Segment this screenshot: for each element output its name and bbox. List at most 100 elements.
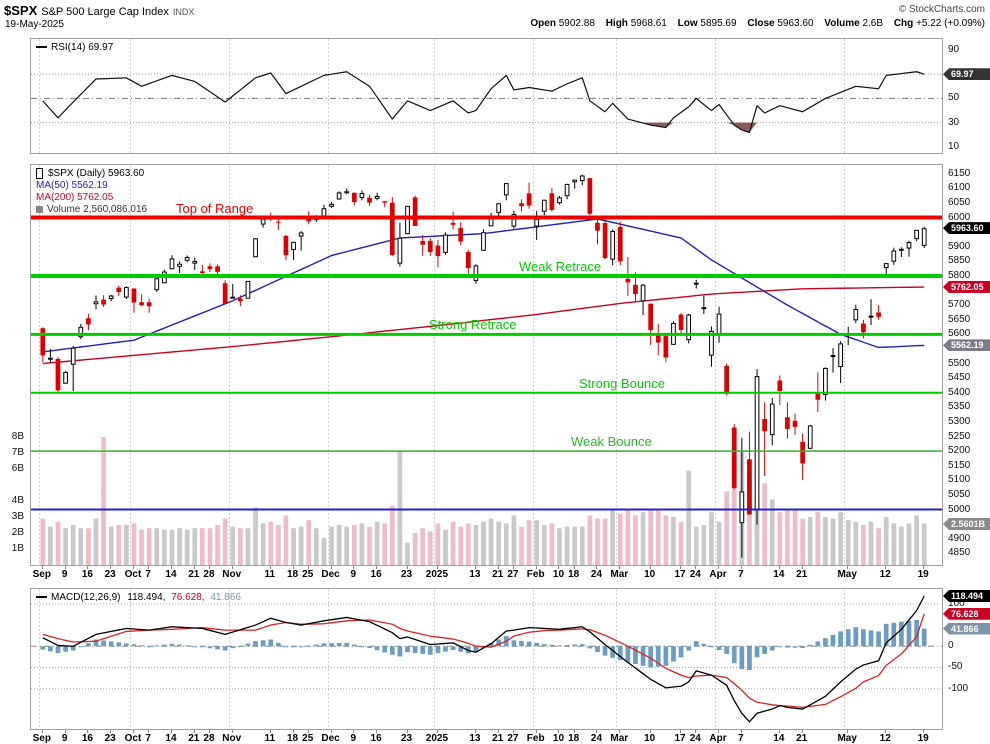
date-axis-label: 21 — [188, 569, 200, 580]
date-tick — [885, 730, 886, 733]
date-tick — [513, 730, 514, 733]
chart-date: 19-May-2025 — [5, 19, 64, 30]
price-axis-label: 5650 — [948, 313, 971, 325]
date-axis-label: 27 — [507, 733, 519, 744]
macd-value-badge: 118.494 — [943, 590, 990, 602]
date-axis-label: Nov — [222, 733, 242, 744]
date-axis-upper: Sep 9 16 23 Oct 7 14 21 28 Nov 11 18 25 Dec 9 16 23 2025 1… — [30, 566, 941, 582]
date-tick — [498, 566, 499, 569]
rsi-legend: RSI(14) 69.97 — [36, 42, 113, 53]
quote-high-value: 5968.61 — [630, 18, 667, 29]
price-annotation-label: Top of Range — [176, 200, 254, 216]
volume-axis: 8B 7B 6B 4B 3B 2B 1B — [2, 165, 27, 565]
quote-high: High 5968.61 — [606, 18, 667, 29]
date-tick — [536, 566, 537, 569]
date-axis-label: Apr — [709, 569, 727, 580]
date-tick — [680, 730, 681, 733]
date-axis-label: 14 — [773, 569, 785, 580]
date-axis-label: May — [837, 569, 857, 580]
date-tick — [331, 566, 332, 569]
macd-signal-value: 76.628, — [171, 592, 205, 603]
quote-close-value: 5963.60 — [777, 18, 814, 29]
date-tick — [650, 566, 651, 569]
date-tick — [171, 566, 172, 569]
price-axis-label: 5300 — [948, 415, 971, 427]
legend-spx-label: $SPX (Daily) 5963.60 — [48, 168, 145, 180]
date-axis-label: Sep — [32, 733, 51, 744]
date-axis-label: 11 — [264, 569, 276, 580]
date-axis-label: 10 — [644, 733, 656, 744]
price-value-badge: 2.5601B — [943, 518, 990, 531]
rsi-axis-label: 90 — [948, 43, 960, 55]
macd-axis-label: -50 — [948, 661, 963, 673]
date-tick — [680, 566, 681, 569]
date-axis-label: Dec — [321, 733, 340, 744]
rsi-axis-label: 10 — [948, 140, 960, 152]
date-axis-label: 10 — [552, 569, 565, 580]
date-axis-label: 24 — [590, 733, 603, 744]
date-tick — [270, 730, 271, 733]
date-tick — [923, 730, 924, 733]
date-tick — [513, 566, 514, 569]
volume-axis-label: 7B — [11, 447, 24, 458]
date-axis-label: 16 — [81, 733, 93, 744]
date-axis-label: 24 — [590, 569, 603, 580]
macd-axis-label: 0 — [948, 640, 954, 652]
legend-ma50-label: MA(50) 5562.19 — [36, 180, 108, 191]
date-axis-label: 9 — [61, 569, 68, 580]
date-axis-label: 24 — [689, 733, 701, 744]
date-axis-label: 27 — [507, 569, 519, 580]
date-tick — [353, 730, 354, 733]
date-tick — [558, 566, 559, 569]
price-annotation-label: Weak Bounce — [571, 434, 652, 450]
date-tick — [308, 566, 309, 569]
date-axis-label: 9 — [350, 733, 357, 744]
price-axis-label: 5150 — [948, 459, 971, 471]
date-axis-label: 23 — [400, 569, 413, 580]
price-axis-label: 5250 — [948, 430, 971, 442]
rsi-axis: 9070503010 — [945, 39, 990, 153]
date-axis-label: Oct — [124, 733, 142, 744]
date-tick — [194, 566, 195, 569]
quote-low: Low 5895.69 — [678, 18, 737, 29]
legend-ma50: MA(50) 5562.19 — [36, 180, 147, 192]
date-tick — [87, 566, 88, 569]
date-tick — [376, 566, 377, 569]
index-name: S&P 500 Large Cap Index — [41, 6, 169, 18]
date-tick — [194, 730, 195, 733]
macd-panel: MACD(12,26,9) 118.494, 76.628, 41.866 10… — [30, 588, 990, 730]
candlestick-icon — [36, 168, 43, 179]
date-tick — [475, 730, 476, 733]
macd-value: 118.494, — [127, 592, 166, 603]
price-axis-label: 6000 — [948, 211, 971, 223]
date-axis-label: 14 — [773, 733, 785, 744]
price-value-badge: 5762.05 — [943, 281, 990, 294]
price-axis-label: 5800 — [948, 269, 971, 281]
quote-low-value: 5895.69 — [700, 18, 737, 29]
symbol: $SPX — [4, 3, 38, 18]
date-tick — [650, 730, 651, 733]
date-tick — [65, 730, 66, 733]
macd-value-badge: 41.866 — [943, 622, 990, 635]
date-axis-label: 23 — [104, 569, 116, 580]
date-tick — [209, 566, 210, 569]
date-axis-label: 21 — [492, 733, 504, 744]
price-annotation-label: Strong Retrace — [429, 317, 517, 333]
date-tick — [331, 730, 332, 733]
date-tick — [619, 566, 620, 569]
price-axis-label: 5850 — [948, 255, 971, 267]
date-axis-label: 7 — [145, 733, 151, 744]
date-axis-label: 2025 — [425, 569, 449, 580]
date-axis-label: Feb — [526, 569, 545, 580]
date-tick — [923, 566, 924, 569]
date-tick — [171, 730, 172, 733]
macd-axis: 100 0 -50 -100 — [945, 589, 990, 729]
quote-open: Open 5902.88 — [530, 18, 595, 29]
date-axis-label: 13 — [469, 733, 481, 744]
date-tick — [133, 730, 134, 733]
macd-line-icon — [36, 596, 47, 599]
macd-axis-label: -100 — [948, 682, 969, 694]
price-axis-label: 5900 — [948, 240, 971, 252]
quote-low-label: Low — [677, 18, 698, 29]
quote-volume-value: 2.6B — [862, 18, 884, 29]
